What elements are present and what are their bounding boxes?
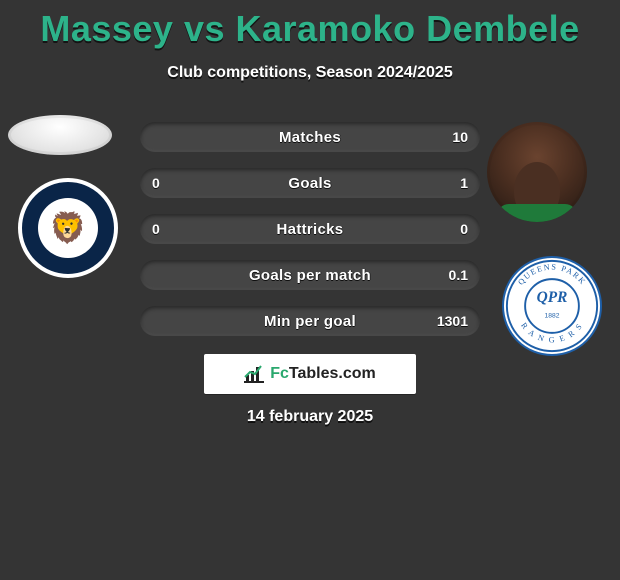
date-text: 14 february 2025 bbox=[0, 408, 620, 426]
stat-label: Hattricks bbox=[277, 221, 344, 238]
stat-left-value bbox=[140, 260, 164, 290]
stat-left-value bbox=[140, 122, 164, 152]
lion-icon: 🦁 bbox=[49, 211, 86, 246]
stat-left-value: 0 bbox=[140, 214, 172, 244]
stat-right-value: 0.1 bbox=[437, 260, 480, 290]
source-badge: FcTables.com bbox=[204, 354, 416, 394]
crest-right-year: 1882 bbox=[545, 313, 560, 320]
subtitle: Club competitions, Season 2024/2025 bbox=[0, 64, 620, 82]
source-badge-text: FcTables.com bbox=[270, 365, 376, 383]
stat-label: Goals bbox=[288, 175, 331, 192]
stat-left-value: 0 bbox=[140, 168, 172, 198]
stat-right-value: 1301 bbox=[425, 306, 480, 336]
stat-right-value: 10 bbox=[440, 122, 480, 152]
stat-right-value: 1 bbox=[448, 168, 480, 198]
stat-row-goals-per-match: Goals per match 0.1 bbox=[140, 260, 480, 290]
stats-container: Matches 10 0 Goals 1 0 Hattricks 0 Goals… bbox=[140, 122, 480, 352]
player-left-avatar bbox=[8, 115, 112, 155]
bar-chart-icon bbox=[244, 365, 264, 383]
page-title: Massey vs Karamoko Dembele bbox=[0, 0, 620, 50]
club-crest-right: QPR 1882 QUEENS PARK R A N G E R S bbox=[502, 256, 602, 356]
stat-row-matches: Matches 10 bbox=[140, 122, 480, 152]
stat-right-value: 0 bbox=[448, 214, 480, 244]
stat-row-goals: 0 Goals 1 bbox=[140, 168, 480, 198]
stat-row-min-per-goal: Min per goal 1301 bbox=[140, 306, 480, 336]
source-badge-suffix: Tables.com bbox=[289, 365, 376, 382]
stat-row-hattricks: 0 Hattricks 0 bbox=[140, 214, 480, 244]
stat-left-value bbox=[140, 306, 164, 336]
svg-text:QPR: QPR bbox=[537, 289, 568, 306]
stat-label: Min per goal bbox=[264, 313, 356, 330]
source-badge-prefix: Fc bbox=[270, 365, 289, 382]
stat-label: Goals per match bbox=[249, 267, 371, 284]
player-right-avatar bbox=[487, 122, 587, 222]
stat-label: Matches bbox=[279, 129, 341, 146]
club-crest-left: 🦁 bbox=[18, 178, 118, 278]
